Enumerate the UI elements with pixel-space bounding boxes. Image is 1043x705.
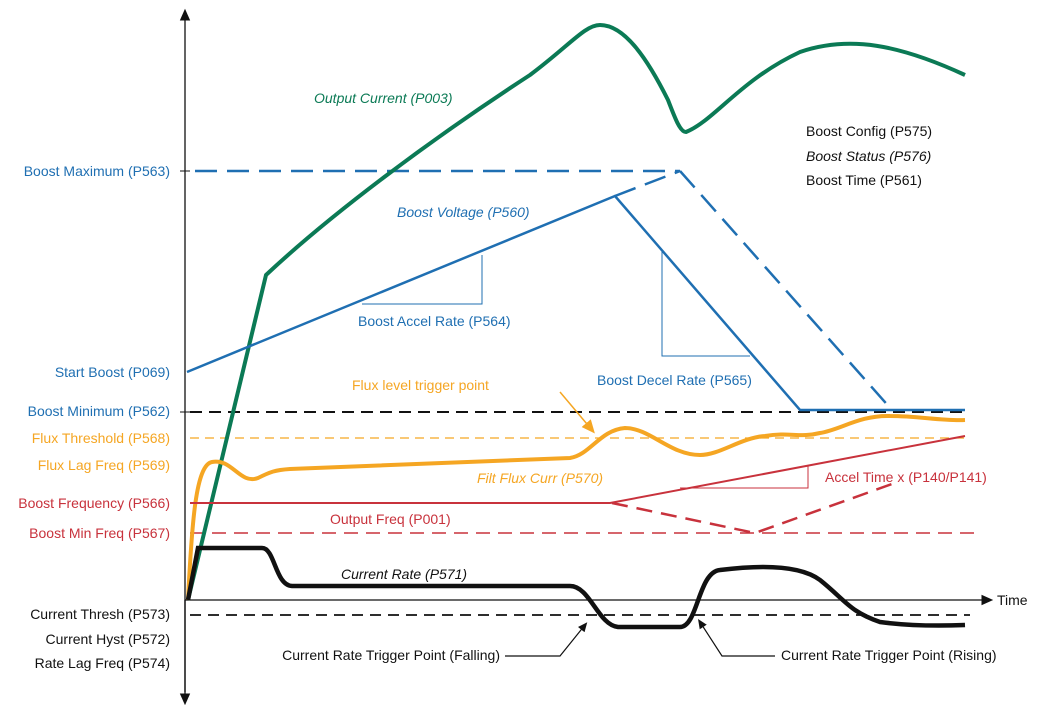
output-freq-label: Output Freq (P001) [330, 511, 451, 527]
boost-decel-rate-label: Boost Decel Rate (P565) [597, 372, 752, 388]
current-hyst-label: Current Hyst (P572) [46, 631, 170, 647]
boost-frequency-line [190, 435, 966, 504]
trigger-rising-label: Current Rate Trigger Point (Rising) [781, 647, 997, 663]
boost-voltage-dashed-rise [614, 169, 681, 198]
boost-config-label: Boost Config (P575) [806, 123, 932, 139]
flux-trigger-pointer [559, 391, 595, 434]
y-axis-ticks [180, 170, 190, 413]
rate-lag-freq-label: Rate Lag Freq (P574) [35, 655, 170, 671]
left-labels: Boost Maximum (P563) Start Boost (P069) … [18, 163, 170, 671]
accel-time-bracket [680, 466, 809, 489]
boost-voltage-label: Boost Voltage (P560) [397, 204, 530, 220]
boost-min-freq-label: Boost Min Freq (P567) [29, 525, 170, 541]
current-thresh-label: Current Thresh (P573) [30, 606, 170, 622]
output-current-curve [186, 22, 966, 601]
boost-voltage-dashed-fall [679, 170, 893, 411]
boost-voltage-curve [186, 194, 965, 412]
current-rate-curve [185, 545, 966, 630]
accel-time-label: Accel Time x (P140/P141) [825, 469, 987, 485]
boost-status-label: Boost Status (P576) [806, 148, 931, 164]
boost-time-label: Boost Time (P561) [806, 172, 922, 188]
start-boost-label: Start Boost (P069) [55, 364, 170, 380]
flux-lag-freq-label: Flux Lag Freq (P569) [38, 457, 170, 473]
trigger-falling-pointer [505, 622, 588, 657]
flux-trigger-point-label: Flux level trigger point [352, 377, 489, 393]
current-rate-label: Current Rate (P571) [341, 566, 467, 582]
trigger-rising-pointer [698, 618, 775, 657]
boost-frequency-label: Boost Frequency (P566) [18, 495, 170, 511]
time-axis-label: Time [997, 592, 1028, 608]
filt-flux-curr-curve [186, 413, 966, 601]
output-current-label: Output Current (P003) [314, 90, 453, 106]
boost-accel-rate-bracket [362, 255, 483, 305]
boost-accel-rate-label: Boost Accel Rate (P564) [358, 313, 511, 329]
trigger-falling-label: Current Rate Trigger Point (Falling) [282, 647, 500, 663]
output-freq-dashed-dip [611, 482, 893, 535]
flux-threshold-label: Flux Threshold (P568) [32, 430, 170, 446]
boost-decel-rate-bracket [661, 251, 750, 357]
boost-minimum-label: Boost Minimum (P562) [28, 403, 170, 419]
filt-flux-curr-label: Filt Flux Curr (P570) [477, 470, 603, 486]
boost-maximum-label: Boost Maximum (P563) [24, 163, 170, 179]
status-block: Boost Config (P575) Boost Status (P576) … [806, 123, 932, 188]
